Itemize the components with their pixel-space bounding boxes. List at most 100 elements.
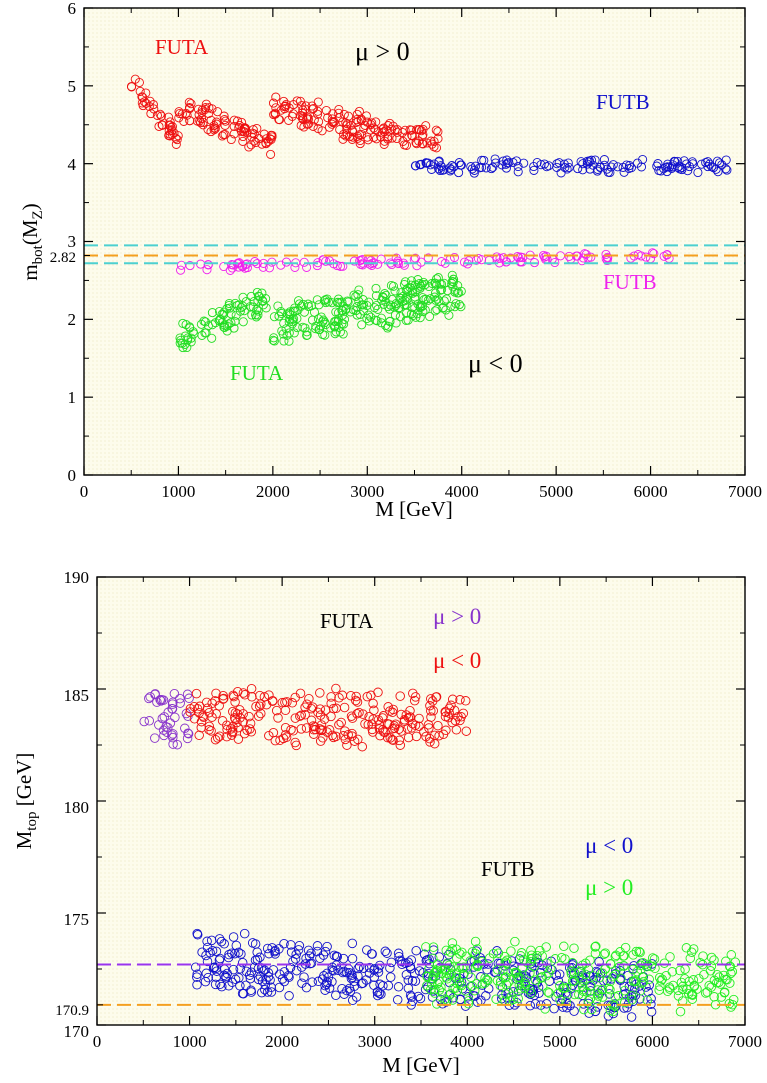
scatter-point [508, 965, 519, 976]
scatter-point [501, 979, 512, 990]
scatter-point [706, 952, 717, 963]
scatter-point [378, 981, 388, 991]
scatter-point [421, 942, 431, 952]
scatter-point [266, 987, 277, 997]
scatter-point [314, 117, 324, 127]
scatter-point [327, 965, 338, 975]
scatter-point [245, 718, 256, 729]
scatter-point [490, 154, 500, 164]
scatter-point [293, 945, 304, 955]
scatter-point [288, 306, 298, 316]
scatter-point [726, 950, 737, 960]
scatter-point [358, 306, 368, 316]
scatter-point [285, 962, 296, 973]
top-xtick-label: 6000 [634, 482, 668, 501]
scatter-point [227, 727, 238, 738]
scatter-point [261, 138, 271, 148]
bottom-ytick-label: 170 [64, 1022, 90, 1041]
scatter-point [312, 261, 322, 271]
scatter-point [331, 951, 342, 961]
scatter-point [398, 136, 408, 146]
scatter-point [506, 946, 516, 956]
scatter-point [448, 277, 458, 287]
scatter-point [426, 712, 436, 722]
scatter-point [207, 945, 218, 956]
scatter-point [358, 709, 368, 719]
top-reference-lines [84, 244, 745, 265]
scatter-point [175, 698, 185, 708]
scatter-point [165, 718, 176, 728]
scatter-point [704, 980, 714, 991]
scatter-point [266, 134, 276, 145]
scatter-point [383, 980, 394, 991]
scatter-point [347, 938, 358, 949]
scatter-point [450, 287, 460, 297]
bottom-extra-ytick-label: 170.9 [55, 1003, 89, 1019]
scatter-point [528, 985, 539, 996]
scatter-point [334, 719, 344, 730]
scatter-point [222, 321, 232, 331]
scatter-point [644, 980, 654, 990]
scatter-point [217, 981, 227, 992]
scatter-point [459, 962, 469, 972]
scatter-point [714, 972, 724, 982]
scatter-point [681, 159, 692, 169]
scatter-point [713, 167, 723, 177]
scatter-point [182, 110, 192, 120]
scatter-point [230, 316, 240, 327]
scatter-point [567, 958, 578, 968]
scatter-point [432, 294, 442, 304]
scatter-point [638, 976, 649, 987]
scatter-point [445, 989, 456, 999]
scatter-point [477, 162, 487, 172]
scatter-point [406, 276, 417, 286]
scatter-point [706, 982, 716, 992]
scatter-point [473, 253, 483, 264]
scatter-point [239, 306, 249, 316]
top-ytick-label: 2 [68, 310, 77, 329]
scatter-point [395, 312, 405, 322]
scatter-point [371, 300, 382, 311]
scatter-point [375, 730, 385, 741]
top-x-axis-title: M [GeV] [375, 497, 453, 521]
scatter-point [344, 968, 355, 978]
scatter-point [619, 1003, 629, 1013]
scatter-point [469, 168, 479, 178]
scatter-point [342, 296, 352, 306]
scatter-point [503, 967, 513, 977]
scatter-point [338, 261, 348, 271]
scatter-point [594, 957, 604, 967]
top-ytick-label: 6 [68, 0, 77, 18]
top-xtick-label: 1000 [161, 482, 195, 501]
scatter-point [628, 964, 638, 975]
scatter-point [526, 950, 537, 960]
scatter-point [189, 714, 200, 724]
scatter-point [236, 949, 246, 959]
scatter-point [339, 319, 349, 329]
scatter-point [391, 253, 401, 263]
scatter-point [419, 727, 429, 737]
scatter-point [627, 995, 637, 1005]
scatter-point [388, 704, 398, 715]
scatter-point [264, 730, 274, 741]
scatter-point [695, 957, 705, 968]
scatter-point [277, 974, 288, 984]
scatter-point [318, 255, 328, 265]
scatter-point [429, 738, 440, 749]
top-annotation-mu-negative: μ < 0 [468, 349, 523, 378]
scatter-point [379, 299, 389, 309]
scatter-point [513, 167, 523, 177]
scatter-point [521, 957, 532, 967]
scatter-point [412, 139, 422, 149]
scatter-point [447, 717, 457, 728]
top-annotation-futb-magenta: FUTB [603, 270, 657, 294]
scatter-point [247, 132, 257, 142]
scatter-point [270, 945, 280, 956]
scatter-point [315, 688, 325, 698]
scatter-point [327, 114, 337, 124]
top-ytick-label: 5 [68, 77, 77, 96]
scatter-point [415, 160, 425, 170]
scatter-point [586, 155, 597, 165]
scatter-point [250, 939, 261, 949]
